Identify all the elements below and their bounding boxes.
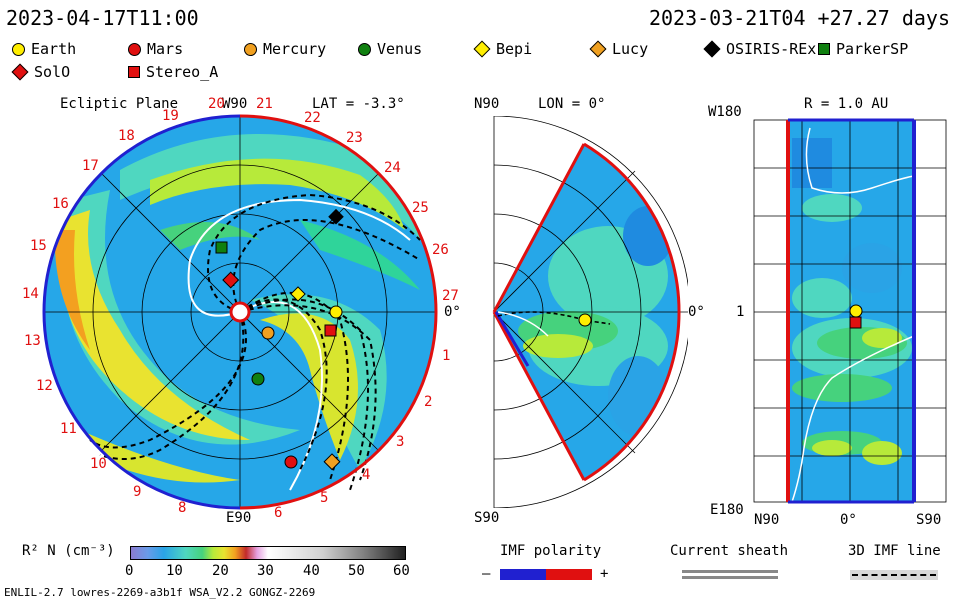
legend-mercury: Mercury xyxy=(244,40,326,58)
bepi-marker-icon xyxy=(473,40,491,58)
ecliptic-lat: LAT = -3.3° xyxy=(312,96,405,112)
meridional-bottom-label: S90 xyxy=(474,510,500,526)
imf-polarity-title: IMF polarity xyxy=(500,543,602,559)
day-label: 6 xyxy=(274,505,283,521)
imf-minus: – xyxy=(482,566,491,582)
legend-venus: Venus xyxy=(358,40,422,58)
day-label: 10 xyxy=(90,456,107,472)
legend-parkersp: ParkerSP xyxy=(818,40,908,58)
legend-earth: Earth xyxy=(12,40,76,58)
day-label: 3 xyxy=(396,434,405,450)
ecliptic-plane-panel xyxy=(42,114,438,510)
imf-negative-bar xyxy=(500,569,546,580)
footer-model-info: ENLIL-2.7 lowres-2269-a3b1f WSA_V2.2 GON… xyxy=(4,586,316,599)
osiris-rex-marker-icon xyxy=(703,40,721,58)
lucy-marker-icon xyxy=(589,40,607,58)
day-label: 11 xyxy=(60,421,77,437)
ecliptic-top-label: W90 xyxy=(222,96,248,112)
meridional-top-label: N90 xyxy=(474,96,500,112)
day-label: 15 xyxy=(30,238,47,254)
day-label: 23 xyxy=(346,130,363,146)
day-label: 24 xyxy=(384,160,401,176)
run-info: 2023-03-21T04 +27.27 days xyxy=(648,6,950,30)
current-sheath-line-1 xyxy=(682,570,778,573)
day-label: 13 xyxy=(24,333,41,349)
day-label: 12 xyxy=(36,378,53,394)
current-sheath-title: Current sheath xyxy=(670,543,789,559)
earth-marker-icon xyxy=(12,42,25,56)
venus-marker-icon xyxy=(358,42,371,56)
imf-positive-bar xyxy=(546,569,592,580)
day-label: 16 xyxy=(52,196,69,212)
day-label: 17 xyxy=(82,158,99,174)
legend-osiris-rex: OSIRIS-REx xyxy=(703,40,816,58)
colorbar-tick: 10 xyxy=(166,563,183,579)
day-label: 26 xyxy=(432,242,449,258)
colorbar-tick: 40 xyxy=(303,563,320,579)
radial-mid-left: 1 xyxy=(736,304,745,320)
radial-top-left: W180 xyxy=(708,104,742,120)
day-label: 27 xyxy=(442,288,459,304)
legend-bepi: Bepi xyxy=(473,40,532,58)
solo-marker-icon xyxy=(11,63,29,81)
colorbar-label: R² N (cm⁻³) xyxy=(22,543,115,559)
meridional-panel xyxy=(492,116,688,508)
parkersp-marker-icon xyxy=(818,43,830,55)
ecliptic-title: Ecliptic Plane xyxy=(60,96,179,112)
radial-bottom-s90: S90 xyxy=(916,512,942,528)
imf-plus: + xyxy=(600,566,609,582)
ecliptic-bottom-label: E90 xyxy=(226,510,252,526)
colorbar-tick: 60 xyxy=(393,563,410,579)
day-label: 21 xyxy=(256,96,273,112)
day-label: 2 xyxy=(424,394,433,410)
radial-panel xyxy=(753,118,947,504)
current-sheath-line-2 xyxy=(682,576,778,579)
colorbar-tick: 50 xyxy=(348,563,365,579)
colorbar-tick: 0 xyxy=(125,563,134,579)
imf-line-dashes xyxy=(852,574,936,576)
day-label: 20 xyxy=(208,96,225,112)
radial-title: R = 1.0 AU xyxy=(804,96,889,112)
mars-marker-icon xyxy=(128,42,141,56)
day-label: 4 xyxy=(362,467,371,483)
ecliptic-right-label: 0° xyxy=(444,304,461,320)
colorbar-tick: 30 xyxy=(257,563,274,579)
day-label: 19 xyxy=(162,108,179,124)
day-label: 5 xyxy=(320,490,329,506)
radial-bottom-left: E180 xyxy=(710,502,744,518)
day-label: 25 xyxy=(412,200,429,216)
mercury-marker-icon xyxy=(244,42,257,56)
legend-solo: SolO xyxy=(11,63,70,81)
legend-stereo-a: Stereo_A xyxy=(128,63,218,81)
day-label: 22 xyxy=(304,110,321,126)
meridional-title: LON = 0° xyxy=(538,96,606,112)
day-label: 14 xyxy=(22,286,39,302)
radial-bottom-zero: 0° xyxy=(840,512,857,528)
radial-bottom-n90: N90 xyxy=(754,512,780,528)
colorbar-gradient xyxy=(130,546,406,560)
legend-lucy: Lucy xyxy=(589,40,648,58)
meridional-right-label: 0° xyxy=(688,304,705,320)
day-label: 1 xyxy=(442,348,451,364)
day-label: 8 xyxy=(178,500,187,516)
run-time: 2023-04-17T11:00 xyxy=(6,6,199,30)
colorbar-tick: 20 xyxy=(212,563,229,579)
imf-line-title: 3D IMF line xyxy=(848,543,941,559)
day-label: 9 xyxy=(133,484,142,500)
stereo-a-marker-icon xyxy=(128,66,140,78)
legend-mars: Mars xyxy=(128,40,183,58)
day-label: 18 xyxy=(118,128,135,144)
